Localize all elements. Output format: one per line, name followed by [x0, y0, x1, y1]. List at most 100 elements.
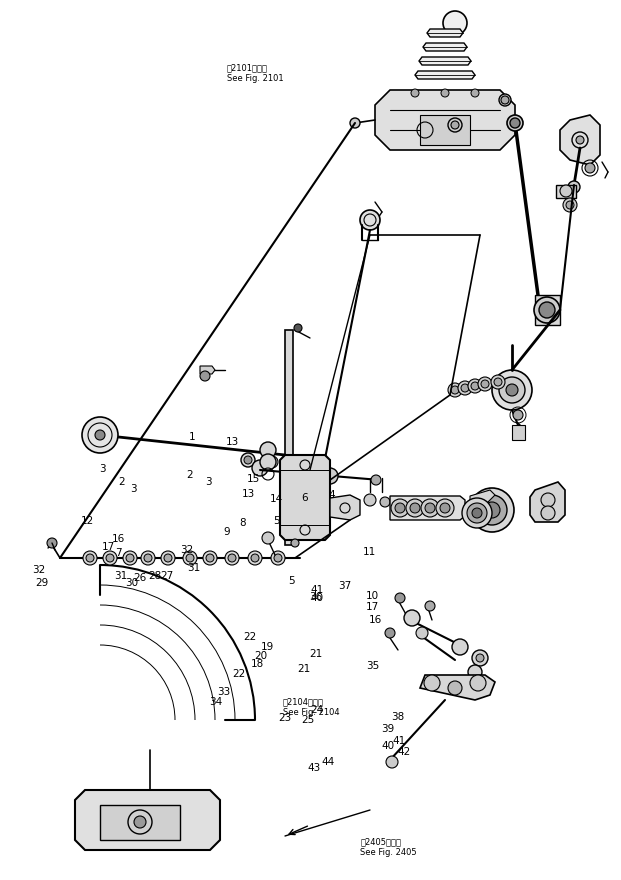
- Circle shape: [260, 454, 276, 470]
- Text: 4: 4: [329, 489, 335, 500]
- Bar: [100, 805, 180, 840]
- Circle shape: [467, 503, 487, 523]
- Text: 31: 31: [114, 571, 128, 582]
- Text: 8: 8: [239, 517, 245, 528]
- Polygon shape: [420, 675, 495, 700]
- Circle shape: [262, 532, 274, 544]
- Circle shape: [411, 89, 419, 97]
- Text: 33: 33: [217, 686, 230, 697]
- Circle shape: [248, 551, 262, 565]
- Circle shape: [436, 499, 454, 517]
- Circle shape: [86, 554, 94, 562]
- Circle shape: [478, 377, 492, 391]
- Text: 44: 44: [321, 757, 335, 767]
- Text: 22: 22: [243, 632, 256, 642]
- Circle shape: [468, 379, 482, 393]
- Circle shape: [186, 554, 194, 562]
- Circle shape: [494, 378, 502, 386]
- Text: 32: 32: [32, 565, 46, 576]
- Bar: [285, 330, 293, 545]
- Circle shape: [251, 554, 259, 562]
- Circle shape: [95, 430, 105, 440]
- Circle shape: [350, 118, 360, 128]
- Text: 13: 13: [226, 436, 240, 447]
- Circle shape: [476, 654, 484, 662]
- Circle shape: [395, 593, 405, 603]
- Circle shape: [560, 185, 572, 197]
- Circle shape: [541, 493, 555, 507]
- Text: 7: 7: [115, 547, 121, 558]
- Text: 18: 18: [251, 659, 265, 670]
- Text: 16: 16: [369, 614, 383, 625]
- Text: 40: 40: [381, 741, 395, 752]
- Circle shape: [534, 297, 560, 323]
- Circle shape: [576, 136, 584, 144]
- Circle shape: [385, 628, 395, 638]
- Circle shape: [322, 468, 338, 484]
- Text: 27: 27: [160, 570, 173, 581]
- Text: 43: 43: [307, 763, 320, 774]
- Circle shape: [294, 324, 302, 332]
- Text: 12: 12: [80, 516, 94, 526]
- Text: 3: 3: [99, 464, 106, 474]
- Text: 19: 19: [260, 642, 274, 652]
- Circle shape: [541, 506, 555, 520]
- Circle shape: [452, 639, 468, 655]
- Circle shape: [266, 456, 278, 468]
- Circle shape: [303, 467, 317, 481]
- Text: 5: 5: [273, 516, 279, 526]
- Text: 24: 24: [310, 705, 324, 715]
- Circle shape: [424, 675, 440, 691]
- Circle shape: [448, 681, 462, 695]
- Circle shape: [507, 115, 523, 131]
- Circle shape: [228, 554, 236, 562]
- Text: 21: 21: [309, 649, 322, 659]
- Text: 13: 13: [242, 488, 255, 499]
- Text: 6: 6: [301, 493, 307, 503]
- Circle shape: [471, 89, 479, 97]
- Polygon shape: [535, 295, 560, 325]
- Text: 16: 16: [111, 533, 125, 544]
- Circle shape: [462, 498, 492, 528]
- Polygon shape: [512, 425, 525, 440]
- Text: 第2104図参照
See Fig. 2104: 第2104図参照 See Fig. 2104: [283, 698, 339, 717]
- Text: 第2101図参照
See Fig. 2101: 第2101図参照 See Fig. 2101: [227, 63, 283, 83]
- Text: 22: 22: [232, 669, 246, 679]
- Text: 17: 17: [366, 602, 379, 612]
- Text: 32: 32: [179, 545, 193, 555]
- Circle shape: [126, 554, 134, 562]
- Text: 20: 20: [254, 650, 268, 661]
- Circle shape: [83, 551, 97, 565]
- Circle shape: [510, 118, 520, 128]
- Polygon shape: [330, 495, 360, 520]
- Text: 34: 34: [209, 697, 223, 708]
- Circle shape: [106, 554, 114, 562]
- Text: 5: 5: [289, 576, 295, 586]
- Text: 9: 9: [224, 526, 230, 537]
- Circle shape: [484, 502, 500, 518]
- Circle shape: [164, 554, 172, 562]
- Circle shape: [468, 665, 482, 679]
- Circle shape: [421, 499, 439, 517]
- Circle shape: [585, 163, 595, 173]
- Circle shape: [501, 96, 509, 104]
- Circle shape: [492, 370, 532, 410]
- Text: 第2405図参照
See Fig. 2405: 第2405図参照 See Fig. 2405: [360, 838, 417, 857]
- Circle shape: [472, 508, 482, 518]
- Polygon shape: [390, 496, 465, 520]
- Circle shape: [448, 118, 462, 132]
- Circle shape: [260, 442, 276, 458]
- Text: 39: 39: [381, 723, 395, 734]
- Circle shape: [391, 499, 409, 517]
- Circle shape: [271, 551, 285, 565]
- Circle shape: [563, 198, 577, 212]
- Text: 30: 30: [125, 577, 138, 588]
- Circle shape: [443, 11, 467, 35]
- Text: 3: 3: [205, 477, 211, 488]
- Circle shape: [244, 456, 252, 464]
- Circle shape: [491, 375, 505, 389]
- Circle shape: [134, 816, 146, 828]
- Circle shape: [568, 181, 580, 193]
- Circle shape: [406, 499, 424, 517]
- Text: 15: 15: [247, 473, 260, 484]
